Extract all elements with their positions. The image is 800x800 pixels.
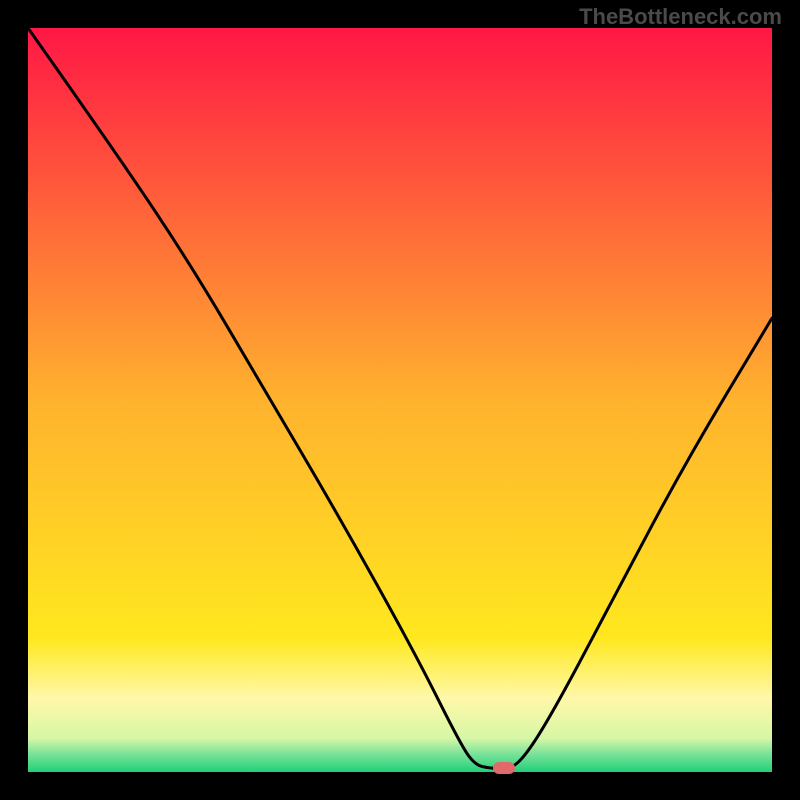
plot-area bbox=[28, 28, 772, 772]
optimum-marker bbox=[493, 762, 515, 774]
chart-container: TheBottleneck.com bbox=[0, 0, 800, 800]
curve-path bbox=[28, 28, 772, 768]
bottleneck-curve bbox=[28, 28, 772, 772]
watermark-text: TheBottleneck.com bbox=[579, 4, 782, 30]
